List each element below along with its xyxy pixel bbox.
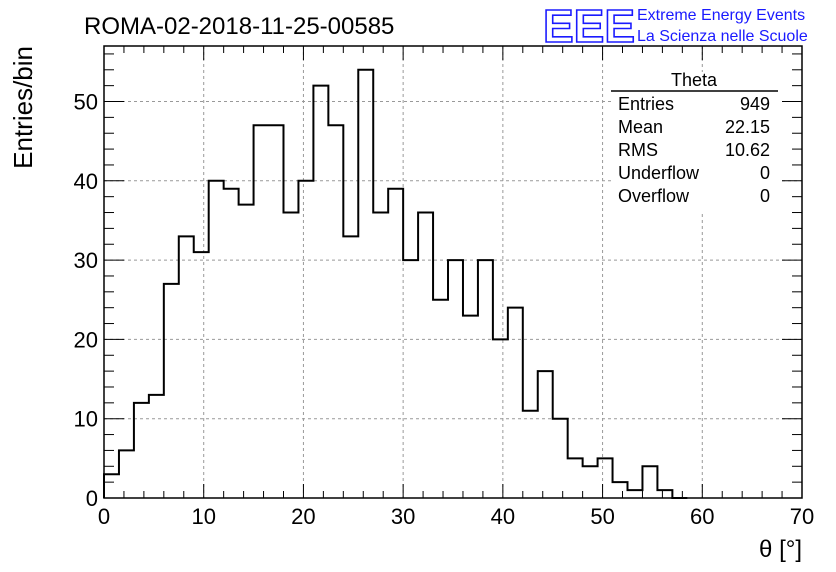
x-tick-label: 0 xyxy=(98,504,110,529)
y-axis-label: Entries/bin xyxy=(8,46,38,169)
y-tick-label: 40 xyxy=(74,169,98,194)
stats-row-value: 949 xyxy=(740,94,770,114)
x-tick-label: 40 xyxy=(491,504,515,529)
stats-row-label: Mean xyxy=(618,117,663,137)
eee-logo: EEE Extreme Energy Events La Scienza nel… xyxy=(542,0,808,53)
y-tick-label: 50 xyxy=(74,90,98,115)
eee-logo-letters: EEE xyxy=(543,0,635,52)
stats-row-label: Overflow xyxy=(618,186,690,206)
stats-box-bg xyxy=(611,72,779,212)
x-tick-label: 60 xyxy=(690,504,714,529)
eee-logo-line1: Extreme Energy Events xyxy=(637,7,805,24)
stats-row-value: 0 xyxy=(760,163,770,183)
stats-row-label: RMS xyxy=(618,140,658,160)
stats-row-value: 10.62 xyxy=(725,140,770,160)
x-tick-label: 20 xyxy=(291,504,315,529)
x-tick-label: 50 xyxy=(590,504,614,529)
plot-frame xyxy=(103,45,803,499)
x-tick-label: 10 xyxy=(191,504,215,529)
histogram-outline xyxy=(103,68,688,499)
x-tick-labels: 0 10 20 30 40 50 60 70 xyxy=(98,504,814,529)
y-tick-label: 30 xyxy=(74,248,98,273)
axis-ticks xyxy=(103,46,803,499)
eee-logo-line2: La Scienza nelle Scuole xyxy=(637,28,808,45)
x-tick-label: 30 xyxy=(391,504,415,529)
stats-box: Theta Entries 949 Mean 22.15 RMS 10.62 Underfl… xyxy=(611,70,779,212)
stats-row-value: 0 xyxy=(760,186,770,206)
y-tick-label: 0 xyxy=(86,486,98,511)
x-tick-label: 70 xyxy=(790,504,814,529)
x-axis-label: θ [°] xyxy=(759,536,802,563)
chart-title: ROMA-02-2018-11-25-00585 xyxy=(84,13,394,40)
stats-row-label: Entries xyxy=(618,94,674,114)
y-tick-labels: 0 10 20 30 40 50 xyxy=(74,90,98,511)
stats-row-label: Underflow xyxy=(618,163,700,183)
stats-row-value: 22.15 xyxy=(725,117,770,137)
stats-box-title: Theta xyxy=(671,70,718,90)
y-tick-label: 20 xyxy=(74,327,98,352)
y-tick-label: 10 xyxy=(74,407,98,432)
